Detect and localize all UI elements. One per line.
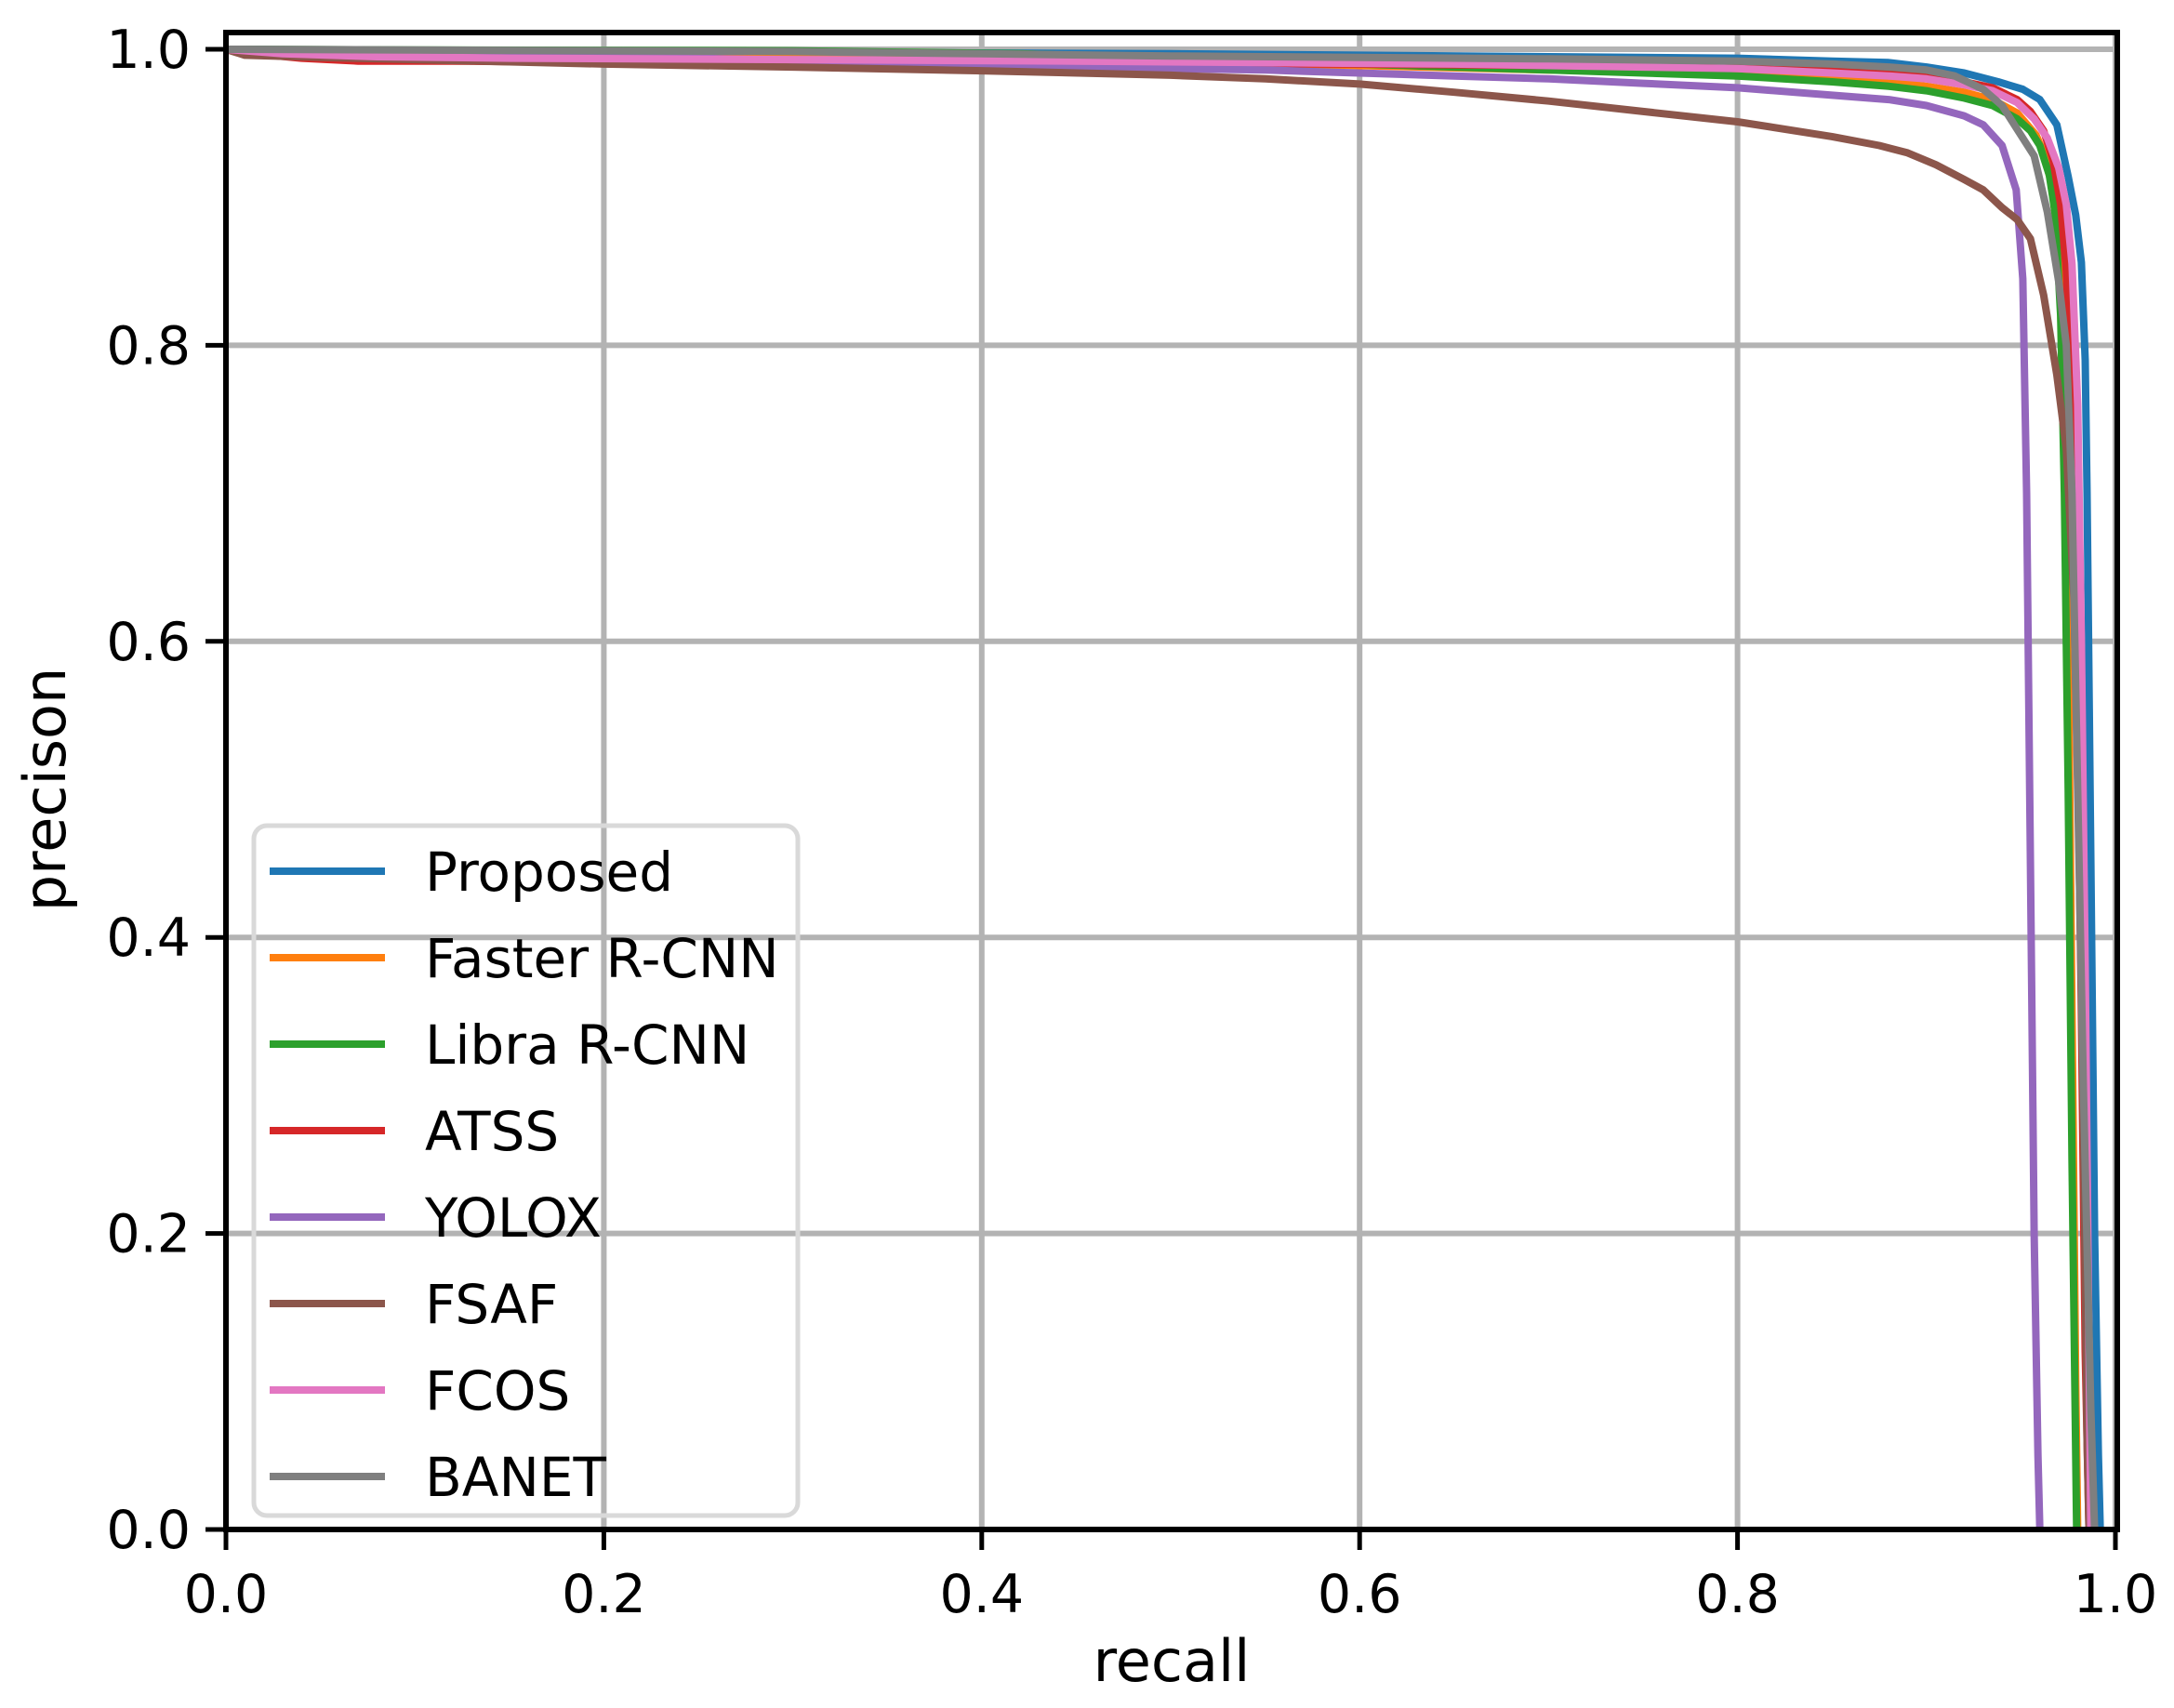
x-tick-label-1.0: 1.0: [2074, 1564, 2158, 1625]
tick-labels-layer: 0.0 0.2 0.4 0.6 0.8 1.0 0.0 0.2 0.4 0.6 0.8 1.0: [106, 20, 2157, 1625]
curve-banet: [225, 46, 2099, 1530]
curve-fsaf: [224, 46, 2093, 1530]
legend-label: Libra R-CNN: [425, 1013, 749, 1077]
y-tick-label-0.4: 0.4: [106, 907, 191, 969]
legend-label: Faster R-CNN: [425, 927, 779, 990]
curves-layer: [224, 46, 2104, 1530]
legend-item-atss: ATSS: [270, 1100, 559, 1163]
x-tick-label-0.0: 0.0: [184, 1564, 269, 1625]
legend-label: BANET: [425, 1446, 607, 1509]
legend-label: Proposed: [425, 841, 673, 904]
legend-label: ATSS: [425, 1100, 559, 1163]
legend-item-proposed: Proposed: [270, 841, 673, 904]
legend-item-banet: BANET: [270, 1446, 607, 1509]
y-tick-label-0.2: 0.2: [106, 1204, 191, 1265]
x-axis-label: recall: [1094, 1627, 1251, 1695]
legend-label: YOLOX: [424, 1186, 602, 1250]
legend-item-fsaf: FSAF: [270, 1273, 558, 1336]
ticks-layer: [205, 46, 2118, 1550]
legend: Proposed Faster R-CNN Libra R-CNN ATSS YOLOX…: [251, 823, 801, 1518]
x-tick-label-0.4: 0.4: [939, 1564, 1024, 1625]
legend-item-faster-r-cnn: Faster R-CNN: [270, 927, 779, 990]
legend-item-libra-r-cnn: Libra R-CNN: [270, 1013, 749, 1077]
curve-fcos: [225, 46, 2095, 1530]
legend-item-fcos: FCOS: [270, 1359, 570, 1423]
legend-box: [251, 823, 801, 1518]
legend-label: FSAF: [425, 1273, 558, 1336]
y-tick-label-0.0: 0.0: [106, 1500, 191, 1561]
y-tick-label-0.8: 0.8: [106, 315, 191, 377]
legend-item-yolox: YOLOX: [270, 1186, 602, 1250]
x-tick-label-0.2: 0.2: [562, 1564, 646, 1625]
legend-label: FCOS: [425, 1359, 570, 1423]
x-tick-label-0.8: 0.8: [1695, 1564, 1780, 1625]
x-tick-label-0.6: 0.6: [1318, 1564, 1402, 1625]
axes-spines: [223, 30, 2120, 1532]
y-tick-label-0.6: 0.6: [106, 612, 191, 673]
y-tick-label-1.0: 1.0: [106, 20, 191, 81]
y-axis-label: precison: [11, 668, 79, 911]
plot-frame: [223, 30, 2120, 1532]
